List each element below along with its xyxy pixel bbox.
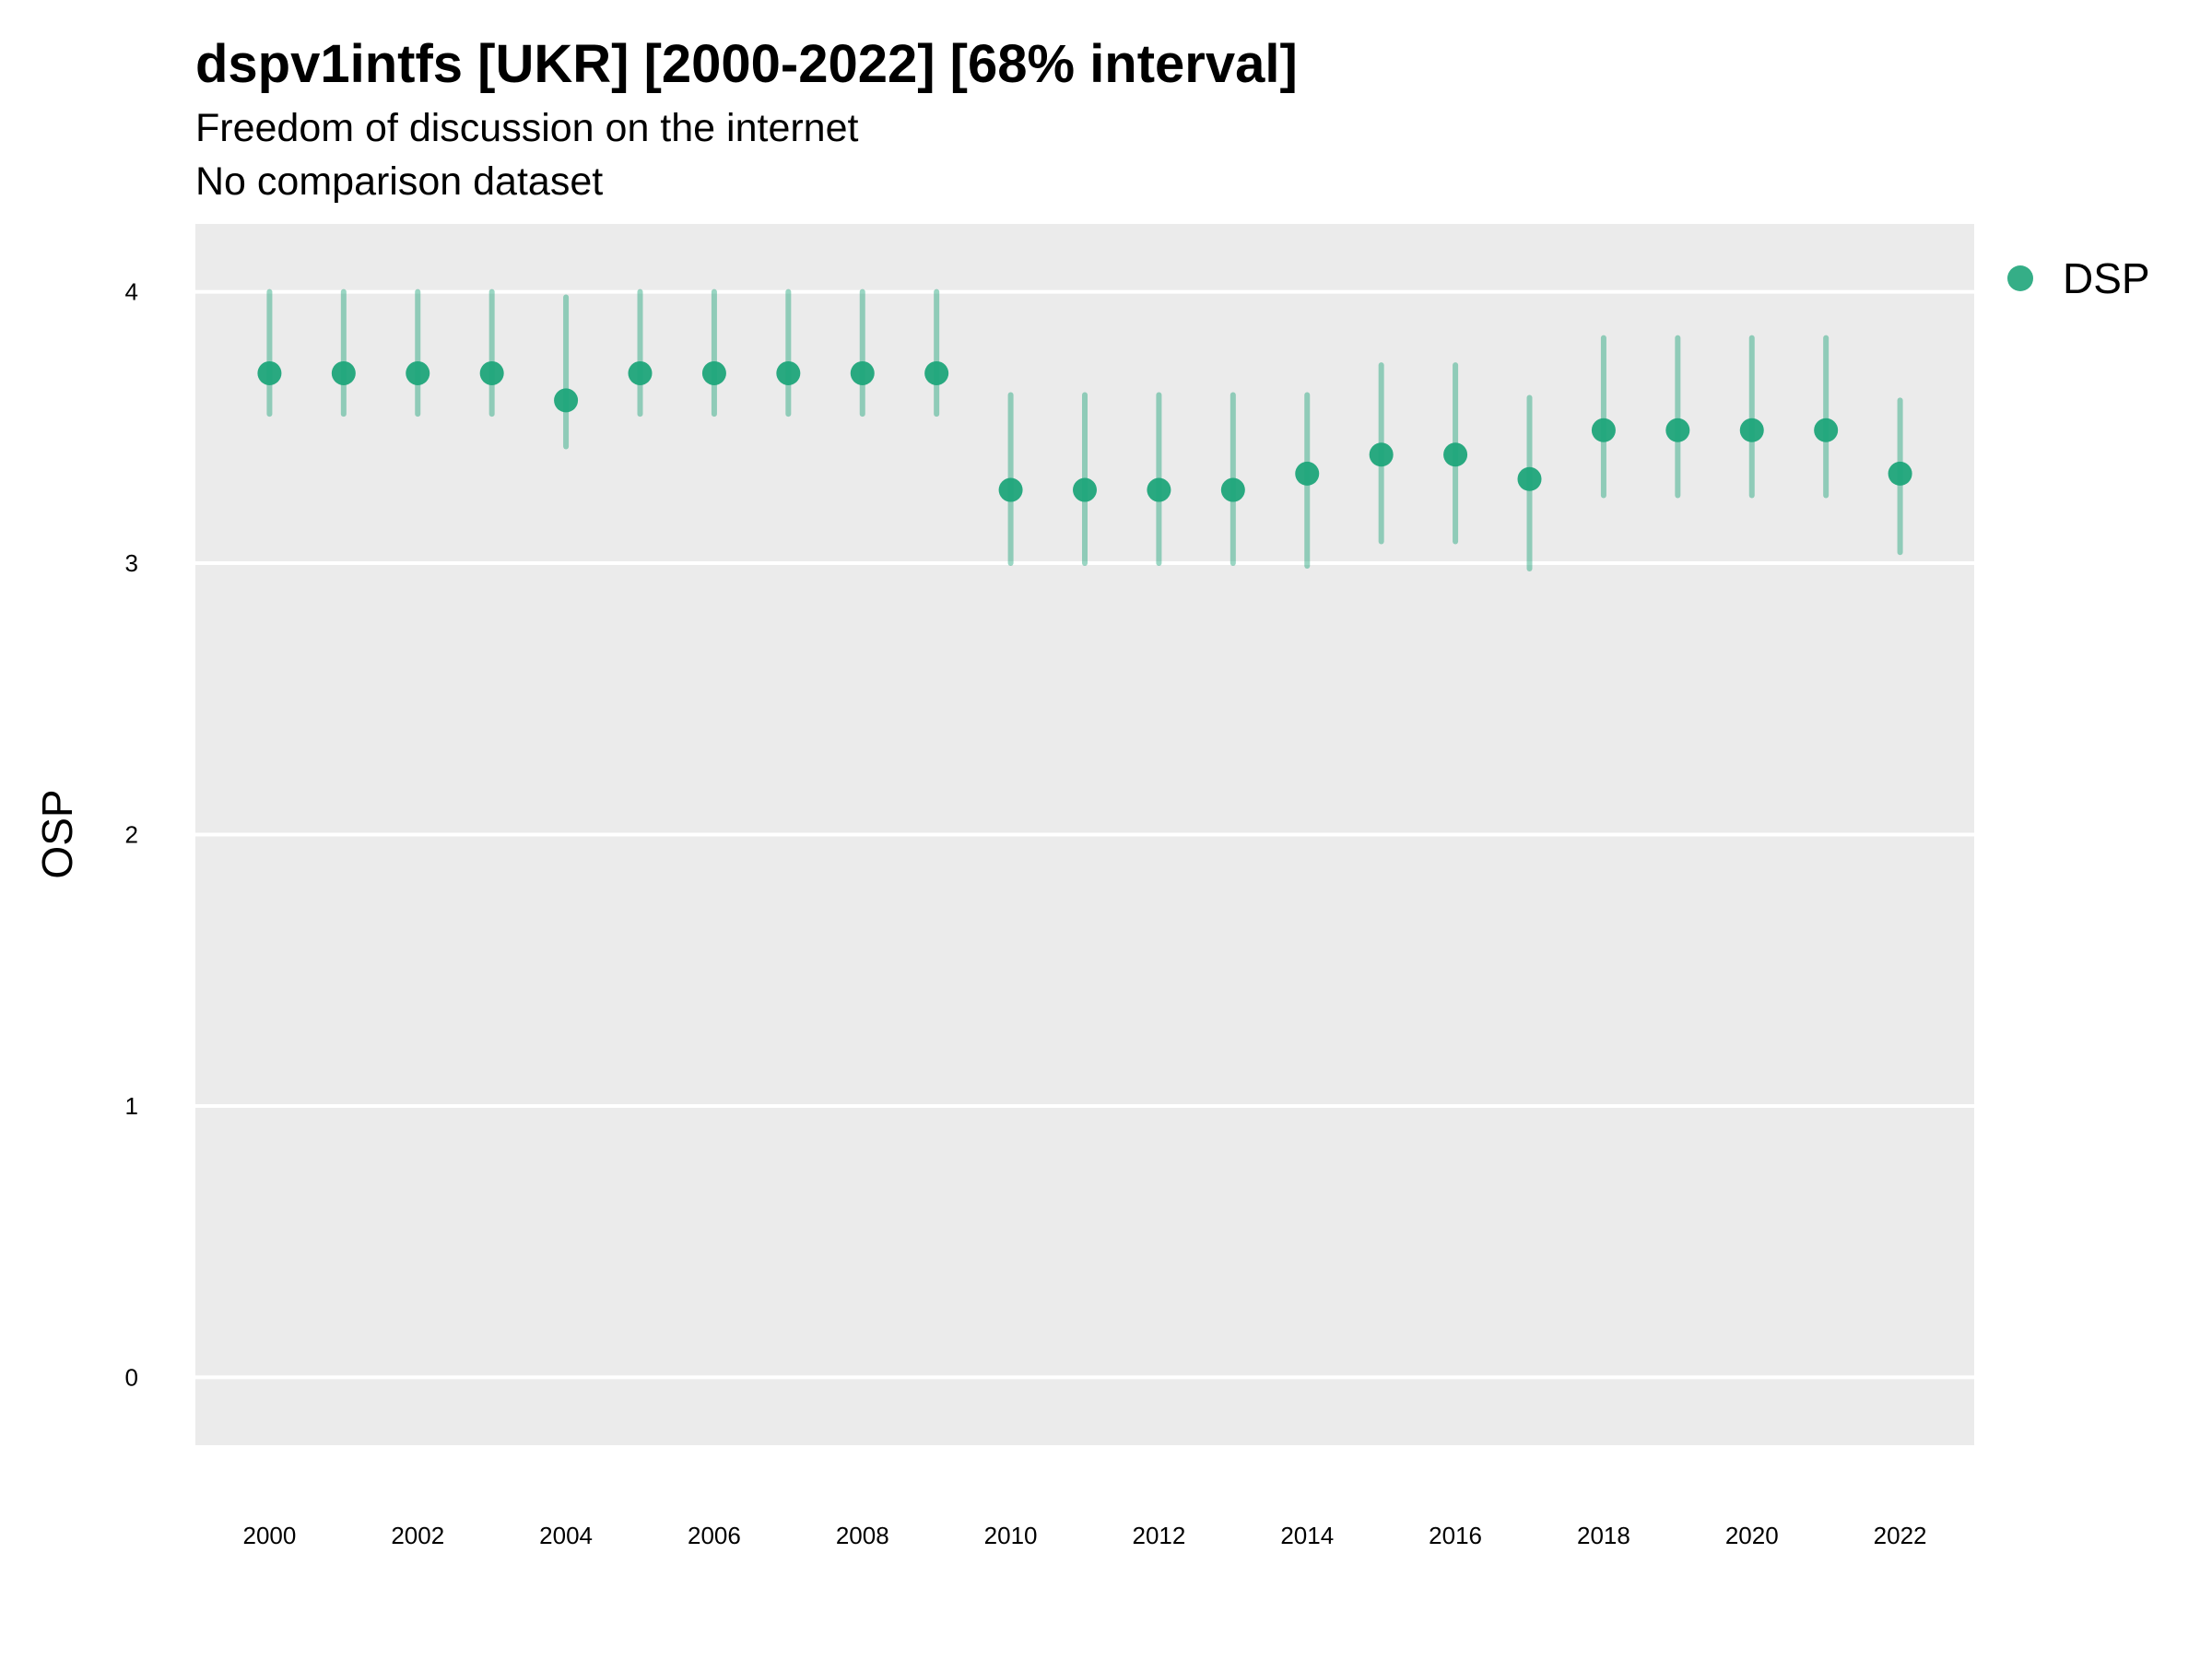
x-tick-label-2004: 2004 <box>539 1522 593 1549</box>
point-2000 <box>257 360 282 385</box>
chart-caption: No comparison dataset <box>195 159 604 204</box>
point-2016 <box>1443 442 1468 467</box>
legend-label-dsp: DSP <box>2063 254 2150 302</box>
x-tick-label-2002: 2002 <box>391 1522 444 1549</box>
point-2008 <box>850 360 875 385</box>
x-tick-label-2010: 2010 <box>984 1522 1038 1549</box>
point-2022 <box>1888 461 1912 486</box>
point-2007 <box>776 360 801 385</box>
point-2002 <box>406 360 430 385</box>
x-tick-label-2016: 2016 <box>1429 1522 1482 1549</box>
x-tick-label-2014: 2014 <box>1280 1522 1334 1549</box>
point-2017 <box>1517 466 1542 491</box>
series-dsp <box>257 288 1912 571</box>
x-tick-label-2008: 2008 <box>836 1522 889 1549</box>
y-tick-label-0: 0 <box>125 1363 138 1391</box>
x-axis: 2000 2002 2004 2006 2008 2010 2012 2014 2016 2018… <box>242 1522 1926 1549</box>
y-tick-label-2: 2 <box>125 821 138 849</box>
point-2009 <box>924 360 949 385</box>
legend-marker-dsp <box>2007 265 2033 291</box>
chart-title: dspv1intfs [UKR] [2000-2022] [68% interv… <box>195 34 1298 94</box>
x-tick-label-2020: 2020 <box>1725 1522 1779 1549</box>
x-tick-label-2006: 2006 <box>688 1522 741 1549</box>
point-2011 <box>1073 477 1097 502</box>
point-2014 <box>1295 461 1320 486</box>
point-2010 <box>998 477 1023 502</box>
y-tick-label-1: 1 <box>125 1092 138 1120</box>
legend: DSP <box>2007 254 2150 302</box>
point-2004 <box>554 388 579 413</box>
point-2019 <box>1665 418 1690 442</box>
x-tick-label-2000: 2000 <box>242 1522 296 1549</box>
grid-lines <box>195 289 1974 1380</box>
x-tick-label-2022: 2022 <box>1874 1522 1927 1549</box>
point-2005 <box>628 360 653 385</box>
chart-subtitle: Freedom of discussion on the internet <box>195 106 859 150</box>
point-2018 <box>1591 418 1616 442</box>
point-2015 <box>1369 442 1394 467</box>
y-axis-label: OSP <box>33 789 81 878</box>
y-tick-label-4: 4 <box>125 278 138 306</box>
x-tick-label-2018: 2018 <box>1577 1522 1630 1549</box>
y-axis: 0 1 2 3 4 <box>125 278 138 1392</box>
point-2013 <box>1220 477 1245 502</box>
x-tick-label-2012: 2012 <box>1132 1522 1185 1549</box>
point-2012 <box>1147 477 1171 502</box>
point-2003 <box>479 360 504 385</box>
point-2006 <box>701 360 726 385</box>
point-2020 <box>1739 418 1764 442</box>
point-2021 <box>1814 418 1839 442</box>
y-tick-label-3: 3 <box>125 549 138 577</box>
point-2001 <box>331 360 356 385</box>
